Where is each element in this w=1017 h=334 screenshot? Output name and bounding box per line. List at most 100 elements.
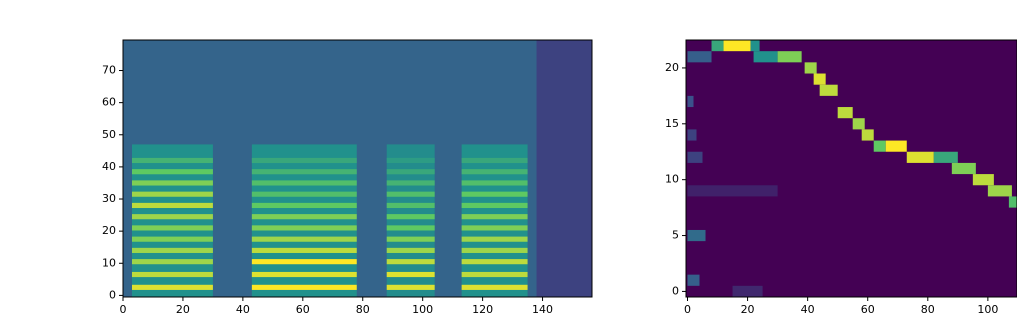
x-tick-label: 40 [801,303,815,316]
y-tick-label: 60 [102,96,116,109]
cell [987,185,1012,197]
harmonic [131,202,213,209]
harmonic [386,191,435,197]
harmonic [131,236,213,242]
x-tick-label: 40 [236,303,250,316]
cell [732,285,763,297]
harmonic [251,236,357,242]
harmonic [386,225,435,231]
harmonic [131,157,213,164]
harmonic [386,202,435,209]
tail [536,40,592,297]
harmonic [386,259,435,265]
axes-frame [685,39,1017,298]
x-tick-label: 60 [861,303,875,316]
x-tick-label: 140 [532,303,553,316]
harmonic [461,191,528,197]
y-tick-label: 30 [102,192,116,205]
cell [750,40,760,52]
cell [723,40,751,52]
y-tick-label: 0 [109,288,116,301]
y-tick-label: 70 [102,64,116,77]
harmonic [386,271,435,278]
harmonic [386,180,435,186]
cell [711,40,724,52]
axes-frame [122,39,593,298]
harmonic [251,169,357,175]
y-tick-label: 40 [102,160,116,173]
cell [687,274,700,286]
x-tick-label: 0 [120,303,127,316]
cell [1008,196,1017,208]
plot-area [123,40,592,297]
cell [753,51,778,63]
cell [687,151,703,163]
cell [861,129,874,141]
cell [972,174,994,186]
x-tick-label: 80 [356,303,370,316]
x-tick-label: 60 [296,303,310,316]
harmonic [251,225,357,231]
harmonic [461,259,528,265]
y-tick-label: 20 [665,61,679,74]
cell [885,140,907,152]
harmonic [461,202,528,209]
harmonic [251,157,357,164]
y-tick-label: 15 [665,117,679,130]
cell [687,229,706,242]
harmonic [131,191,213,197]
harmonic [251,214,357,220]
harmonic [386,214,435,220]
y-tick-label: 10 [665,173,679,186]
y-tick-label: 5 [672,229,679,242]
harmonic [461,214,528,220]
x-tick-label: 120 [472,303,493,316]
harmonic [251,271,357,278]
harmonic [386,157,435,164]
harmonic [251,259,357,265]
cell [687,185,778,197]
harmonic [251,247,357,253]
x-tick-label: 0 [684,303,691,316]
harmonic [251,284,357,290]
harmonic [131,214,213,220]
cell [906,151,934,163]
harmonic [251,191,357,197]
harmonic [131,259,213,265]
harmonic [386,169,435,175]
harmonic [386,236,435,242]
cell [777,51,802,63]
harmonic [386,247,435,253]
harmonic [131,180,213,186]
cell [951,162,976,175]
harmonic [461,247,528,253]
cell [819,84,838,96]
cell [687,95,694,108]
cell [687,51,712,63]
cell [804,62,817,74]
plot-area [686,40,1017,297]
harmonic [131,247,213,253]
x-tick-label: 20 [741,303,755,316]
cell [837,107,853,119]
harmonic [461,157,528,164]
harmonic [251,202,357,209]
harmonic [461,225,528,231]
harmonic [131,284,213,290]
y-tick-label: 20 [102,224,116,237]
harmonic [461,180,528,186]
harmonic [461,169,528,175]
cell [933,151,958,163]
x-tick-label: 100 [412,303,433,316]
cell [687,129,697,141]
y-tick-label: 0 [672,284,679,297]
harmonic [251,180,357,186]
x-tick-label: 80 [921,303,935,316]
x-tick-label: 100 [977,303,998,316]
harmonic [131,225,213,231]
cell [852,118,865,130]
harmonic [131,271,213,278]
x-tick-label: 20 [176,303,190,316]
